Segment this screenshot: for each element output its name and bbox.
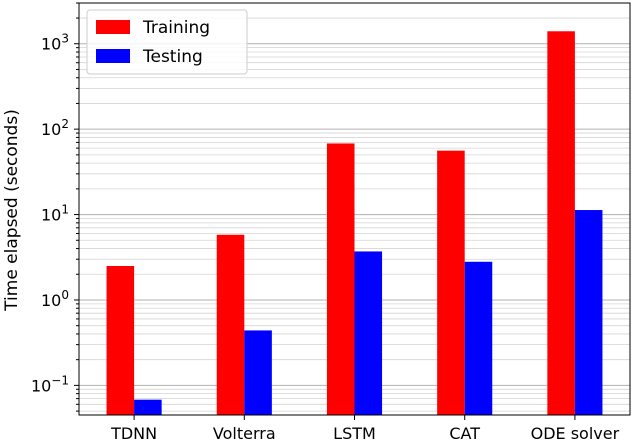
x-tick-label: Volterra	[213, 424, 276, 440]
y-tick-label: 103	[41, 32, 69, 54]
x-tick-label: CAT	[449, 424, 480, 440]
bar-testing-tdnn	[134, 399, 162, 415]
plot-frame	[78, 2, 631, 416]
bar-training-volterra	[216, 234, 245, 415]
bar-testing-lstm	[354, 251, 383, 415]
bars	[106, 31, 603, 416]
legend: Training Testing	[86, 9, 248, 75]
x-tick-label: ODE solver	[531, 424, 620, 440]
bar-testing-ode-solver	[574, 210, 603, 415]
y-tick-label: 10−1	[31, 373, 69, 395]
bar-training-tdnn	[106, 265, 135, 415]
bar-testing-cat	[464, 261, 493, 415]
x-tick-label: TDNN	[110, 424, 157, 440]
bar-testing-volterra	[244, 330, 272, 415]
x-tick-labels: TDNN Volterra LSTM CAT ODE solver	[110, 424, 620, 440]
bar-training-lstm	[326, 143, 355, 415]
axes	[74, 2, 631, 420]
legend-label-training: Training	[142, 18, 210, 38]
y-tick-labels: 10−1 100 101 102 103	[31, 32, 69, 396]
bar-training-cat	[437, 150, 465, 415]
x-tick-label: LSTM	[333, 424, 376, 440]
legend-swatch-testing	[96, 49, 130, 63]
legend-label-testing: Testing	[142, 47, 203, 67]
y-tick-label: 100	[41, 288, 69, 310]
y-axis-label: Time elapsed (seconds)	[2, 109, 22, 312]
y-tick-label: 102	[41, 117, 69, 139]
y-tick-label: 101	[41, 203, 69, 225]
legend-swatch-training	[96, 20, 130, 34]
bar-training-ode-solver	[547, 31, 575, 416]
